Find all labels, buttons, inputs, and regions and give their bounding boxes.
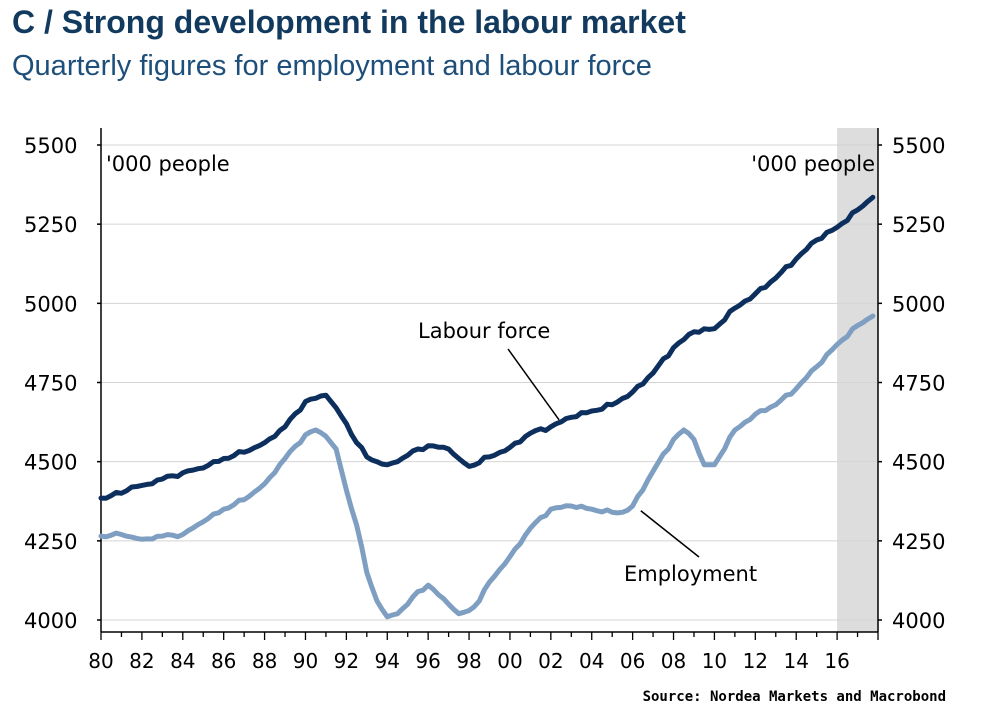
y-axis-left-unit: '000 people xyxy=(106,152,230,176)
y-tick-label-left: 4500 xyxy=(24,451,77,475)
x-tick-label: 06 xyxy=(620,649,645,673)
x-tick-label: 12 xyxy=(743,649,768,673)
x-tick-label: 84 xyxy=(170,649,195,673)
x-tick-label: 00 xyxy=(497,649,522,673)
gridlines xyxy=(101,144,878,621)
y-axis-left-ticks: 4000 4250 4500 4750 5000 5250 5500 xyxy=(24,134,101,633)
y-tick-label-left: 5500 xyxy=(24,134,77,158)
x-tick-label: 92 xyxy=(334,649,359,673)
y-axis-right-unit: '000 people xyxy=(751,152,875,176)
chart-title: C / Strong development in the labour mar… xyxy=(12,4,686,40)
y-tick-label-left: 5000 xyxy=(24,292,77,316)
x-tick-label: 08 xyxy=(661,649,686,673)
x-tick-label: 90 xyxy=(293,649,318,673)
y-tick-label-left: 4250 xyxy=(24,530,77,554)
x-tick-label: 02 xyxy=(538,649,563,673)
x-tick-label: 96 xyxy=(415,649,440,673)
employment-leader-line xyxy=(640,510,700,558)
labour-force-label: Labour force xyxy=(418,319,550,343)
x-tick-label: 86 xyxy=(211,649,236,673)
x-tick-label: 94 xyxy=(375,649,400,673)
x-axis-ticks: 80 82 84 86 88 90 92 94 96 98 00 02 04 06 08 10 12 14 16 xyxy=(88,632,879,673)
y-tick-label-right: 5000 xyxy=(892,292,945,316)
employment-label: Employment xyxy=(624,562,757,586)
x-tick-label: 04 xyxy=(579,649,604,673)
forecast-band xyxy=(837,128,878,632)
axes xyxy=(100,128,879,633)
employment-line xyxy=(98,313,876,620)
x-tick-label: 98 xyxy=(456,649,481,673)
y-tick-label-right: 5250 xyxy=(892,213,945,237)
y-tick-label-left: 4000 xyxy=(24,609,77,633)
y-tick-label-left: 5250 xyxy=(24,213,77,237)
y-tick-label-right: 4000 xyxy=(892,609,945,633)
x-tick-label: 80 xyxy=(88,649,113,673)
x-tick-label: 16 xyxy=(824,649,849,673)
y-tick-label-right: 5500 xyxy=(892,134,945,158)
y-tick-label-left: 4750 xyxy=(24,372,77,396)
source-note: Source: Nordea Markets and Macrobond xyxy=(642,689,946,705)
chart-subtitle: Quarterly figures for employment and lab… xyxy=(12,50,652,82)
x-tick-label: 14 xyxy=(783,649,808,673)
labour-force-leader-line xyxy=(507,348,560,421)
y-tick-label-right: 4500 xyxy=(892,451,945,475)
x-tick-label: 88 xyxy=(252,649,277,673)
y-tick-label-right: 4750 xyxy=(892,372,945,396)
x-tick-label: 82 xyxy=(129,649,154,673)
labour-force-line xyxy=(98,194,876,501)
x-tick-label: 10 xyxy=(702,649,727,673)
y-tick-label-right: 4250 xyxy=(892,530,945,554)
y-axis-right-ticks: 4000 4250 4500 4750 5000 5250 5500 xyxy=(878,134,945,633)
